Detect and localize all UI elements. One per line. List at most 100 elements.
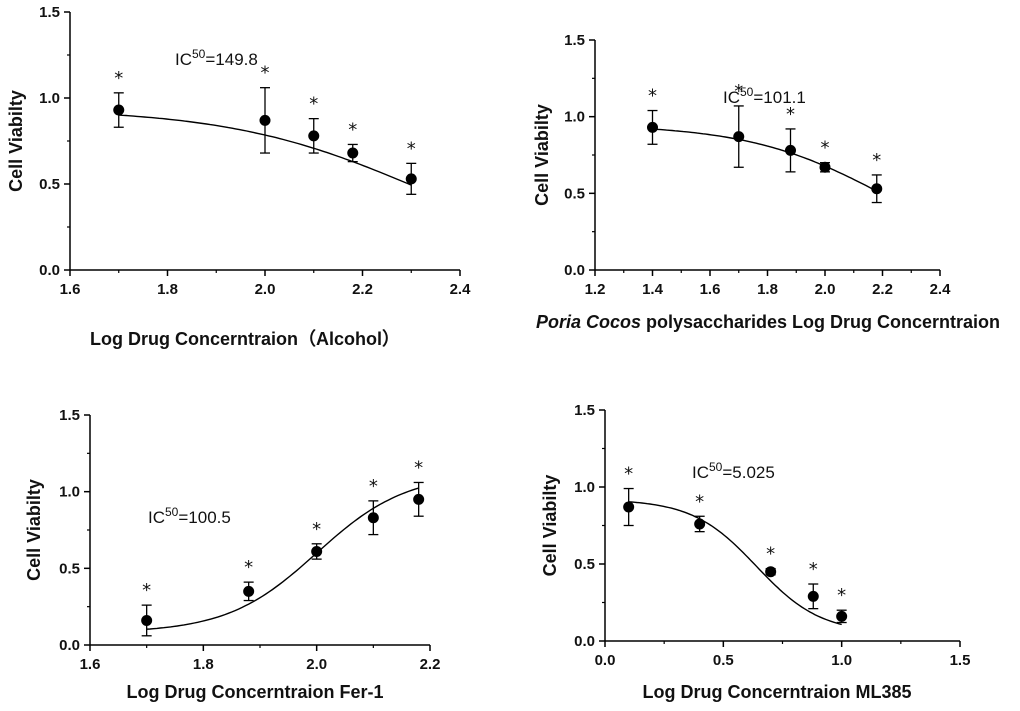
ic50-value: =5.025 — [722, 463, 774, 482]
ic50-superscript: 50 — [740, 85, 754, 99]
y-axis-title: Cell Viabilty — [540, 475, 560, 577]
significance-star: * — [312, 519, 321, 540]
data-point — [113, 104, 125, 116]
chart-panel-4: 0.0 0.5 1.0 1.5 0.0 0.5 1.0 1.5 Cell Viabilty Log… — [540, 402, 970, 702]
data-point — [311, 545, 323, 557]
data-point — [413, 493, 425, 505]
y-tick-label: 0.0 — [564, 262, 585, 279]
ic50-value: =149.8 — [205, 50, 257, 69]
y-tick-label: 0.5 — [564, 185, 585, 202]
significance-star: * — [695, 491, 704, 512]
y-tick-label: 1.5 — [574, 402, 595, 419]
y-tick-label: 0.0 — [39, 262, 60, 279]
significance-star: * — [766, 544, 775, 565]
x-tick-label: 2.0 — [255, 281, 276, 298]
data-point — [765, 566, 777, 578]
chart-panel-3: 0.0 0.5 1.0 1.5 1.6 1.8 2.0 2.2 Cell Viabilty Log… — [24, 407, 440, 702]
data-point — [819, 161, 831, 173]
ic50-value: =101.1 — [753, 88, 805, 107]
x-tick-label: 2.2 — [352, 281, 373, 298]
y-axis-title: Cell Viabilty — [532, 104, 552, 206]
significance-star: * — [407, 138, 416, 159]
x-axis-title: Log Drug Concerntraion Fer-1 — [126, 682, 383, 702]
ic50-superscript: 50 — [165, 505, 179, 519]
data-point — [807, 590, 819, 602]
significance-star: * — [624, 464, 633, 485]
x-tick-label: 1.6 — [700, 281, 721, 298]
significance-star: * — [872, 150, 881, 171]
x-axis-title: Poria Cocos polysaccharides Log Drug Con… — [536, 312, 1000, 332]
x-axis-title: Log Drug Concerntraion（Alcohol） — [90, 329, 400, 349]
y-tick-label: 1.5 — [564, 32, 585, 49]
significance-star: * — [414, 457, 423, 478]
x-tick-label: 2.0 — [306, 656, 327, 673]
x-tick-label: 1.8 — [157, 281, 178, 298]
ic50-annotation: IC50=149.8 — [175, 47, 258, 69]
significance-star: * — [837, 585, 846, 606]
y-tick-label: 0.5 — [574, 556, 595, 573]
x-tick-label: 2.2 — [420, 656, 441, 673]
data-point — [259, 114, 271, 126]
x-tick-label: 0.0 — [595, 652, 616, 669]
ic50-prefix: IC — [692, 463, 709, 482]
ic50-prefix: IC — [175, 50, 192, 69]
x-tick-label: 1.6 — [60, 281, 81, 298]
significance-star: * — [369, 476, 378, 497]
data-point — [623, 501, 635, 513]
y-tick-label: 0.0 — [574, 633, 595, 650]
chart-panel-1: 0.0 0.5 1.0 1.5 1.6 1.8 2.0 2.2 2.4 Cell Viabilty… — [6, 4, 471, 349]
significance-star: * — [244, 557, 253, 578]
ic50-annotation: IC50=5.025 — [692, 460, 775, 482]
x-tick-label: 2.4 — [930, 281, 952, 298]
chart-panel-2: 0.0 0.5 1.0 1.5 1.2 1.4 1.6 1.8 2.0 2.2 2.4 Cell Vi… — [532, 32, 1000, 332]
fit-curve — [628, 501, 842, 626]
x-axis-title: Log Drug Concerntraion ML385 — [642, 682, 911, 702]
data-point — [243, 585, 255, 597]
data-point — [871, 183, 883, 195]
ic50-value: =100.5 — [178, 508, 230, 527]
data-point — [647, 121, 658, 133]
x-tick-label: 0.5 — [713, 652, 734, 669]
x-tick-label: 2.2 — [872, 281, 893, 298]
significance-star: * — [142, 580, 151, 601]
x-tick-label: 2.0 — [815, 281, 836, 298]
y-tick-label: 1.5 — [59, 407, 80, 424]
data-point — [405, 173, 417, 185]
data-point — [836, 610, 848, 622]
data-point — [308, 130, 320, 142]
y-tick-label: 1.0 — [574, 479, 595, 496]
y-tick-label: 1.0 — [59, 484, 80, 501]
data-point — [785, 144, 796, 156]
x-tick-label: 1.4 — [642, 281, 664, 298]
data-point — [733, 131, 745, 143]
y-tick-label: 0.5 — [59, 560, 80, 577]
significance-star: * — [786, 104, 795, 125]
x-tick-label: 2.4 — [450, 281, 472, 298]
x-tick-label: 1.5 — [950, 652, 971, 669]
x-tick-label: 1.2 — [585, 281, 606, 298]
x-tick-label: 1.8 — [757, 281, 778, 298]
significance-star: * — [261, 63, 270, 84]
fit-curve — [652, 128, 878, 192]
x-tick-label: 1.6 — [80, 656, 101, 673]
significance-star: * — [648, 86, 657, 107]
significance-star: * — [309, 94, 318, 115]
data-point — [141, 614, 153, 626]
y-tick-label: 0.5 — [39, 176, 60, 193]
ic50-superscript: 50 — [192, 47, 206, 61]
ic50-annotation: IC50=101.1 — [723, 85, 806, 107]
data-point — [694, 518, 706, 530]
y-tick-label: 1.0 — [39, 90, 60, 107]
ic50-superscript: 50 — [709, 460, 723, 474]
x-axis-title-rest: polysaccharides Log Drug Concerntraion — [641, 312, 1000, 332]
y-tick-label: 1.5 — [39, 4, 60, 21]
data-point — [367, 512, 379, 524]
significance-star: * — [821, 138, 830, 159]
ic50-annotation: IC50=100.5 — [148, 505, 231, 527]
ic50-prefix: IC — [148, 508, 165, 527]
ic50-prefix: IC — [723, 88, 740, 107]
x-tick-label: 1.0 — [831, 652, 852, 669]
data-point — [347, 147, 359, 159]
significance-star: * — [734, 81, 743, 102]
